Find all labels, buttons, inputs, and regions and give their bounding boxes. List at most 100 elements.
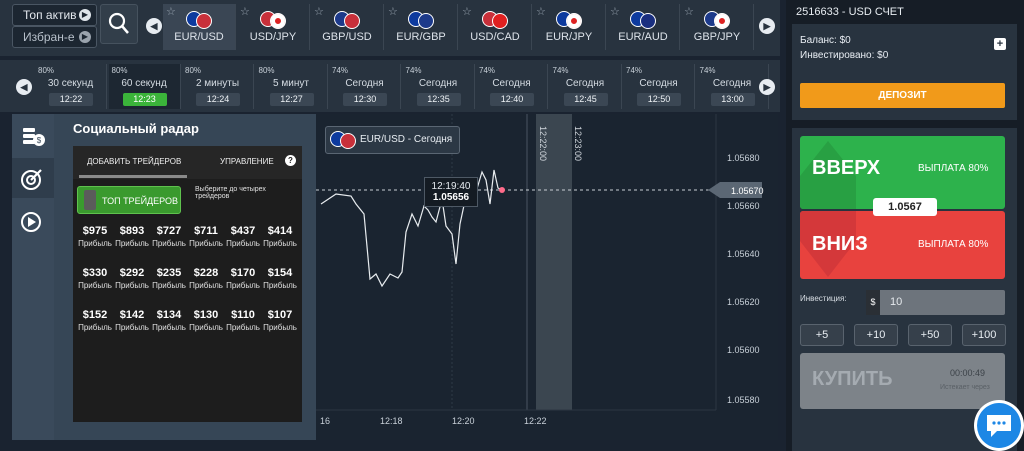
expiry-time: 12:22 [49, 93, 93, 106]
star-icon[interactable]: ☆ [462, 6, 472, 18]
star-icon[interactable]: ☆ [314, 6, 324, 18]
radar-icon[interactable] [12, 158, 54, 198]
expiry-option[interactable]: 80% 2 минуты 12:24 [182, 64, 254, 109]
payout-percent: 74% [332, 66, 349, 75]
expiry-option[interactable]: 74% Сегодня 12:35 [403, 64, 475, 109]
trader-card[interactable]: $437 Прибыль [225, 225, 261, 248]
play-icon: ▶ [79, 9, 91, 21]
chat-button[interactable] [974, 400, 1024, 451]
asset-usd-cad[interactable]: ☆ USD/CAD [459, 4, 532, 50]
profit-label: Прибыль [226, 281, 260, 290]
asset-eur-usd[interactable]: ☆ EUR/USD [163, 4, 236, 50]
asset-eur-aud[interactable]: ☆ EUR/AUD [607, 4, 680, 50]
trader-card[interactable]: $330 Прибыль [77, 267, 113, 290]
quick-amount-button[interactable]: +10 [854, 324, 898, 346]
expiry-label: Истекает через [940, 384, 990, 391]
asset-gbp-jpy[interactable]: ☆ GBP/JPY [681, 4, 754, 50]
buy-button[interactable]: КУПИТЬ 00:00:49 Истекает через [800, 353, 1005, 409]
star-icon[interactable]: ☆ [388, 6, 398, 18]
assets-prev-icon[interactable]: ◀ [146, 18, 162, 34]
vertical-label-2: 12:23:00 [573, 126, 583, 161]
asset-eur-jpy[interactable]: ☆ EUR/JPY [533, 4, 606, 50]
price-chart[interactable]: 1.05680 1.05660 1.05640 1.05620 1.05600 1.055… [316, 114, 778, 440]
expiry-label: Сегодня [712, 78, 752, 89]
trader-card[interactable]: $110 Прибыль [225, 309, 261, 332]
trader-card[interactable]: $235 Прибыль [151, 267, 187, 290]
expiry-option[interactable]: 74% Сегодня 13:00 [697, 64, 769, 109]
tab-add-traders[interactable]: ДОБАВИТЬ ТРЕЙДЕРОВ [87, 157, 182, 166]
trader-card[interactable]: $228 Прибыль [188, 267, 224, 290]
coins-icon[interactable]: $ [12, 116, 54, 156]
asset-label: EUR/JPY [545, 31, 593, 43]
star-icon[interactable]: ☆ [536, 6, 546, 18]
trader-card[interactable]: $893 Прибыль [114, 225, 150, 248]
trader-card[interactable]: $727 Прибыль [151, 225, 187, 248]
order-box: ВВЕРХ ВЫПЛАТА 80% ВНИЗ ВЫПЛАТА 80% 1.056… [792, 128, 1017, 451]
asset-eur-gbp[interactable]: ☆ EUR/GBP [385, 4, 458, 50]
quick-amount-button[interactable]: +100 [962, 324, 1006, 346]
panel-title: Социальный радар [73, 121, 199, 136]
tab-indicator [79, 175, 187, 178]
up-button[interactable]: ВВЕРХ ВЫПЛАТА 80% [800, 136, 1005, 209]
top-traders-toggle[interactable]: ТОП ТРЕЙДЕРОВ [77, 186, 181, 214]
star-icon[interactable]: ☆ [240, 6, 250, 18]
expiry-next-icon[interactable]: ▶ [759, 79, 775, 95]
chart-canvas[interactable]: 1.05680 1.05660 1.05640 1.05620 1.05600 1.055… [316, 114, 778, 440]
add-funds-icon[interactable]: + [994, 38, 1006, 50]
trader-card[interactable]: $975 Прибыль [77, 225, 113, 248]
tab-manage[interactable]: УПРАВЛЕНИЕ [220, 157, 274, 166]
favorites-button[interactable]: Избран-е ▶ [12, 26, 97, 48]
trader-card[interactable]: $414 Прибыль [262, 225, 298, 248]
expiry-option[interactable]: 80% 30 секунд 12:22 [35, 64, 107, 109]
expiry-option[interactable]: 74% Сегодня 12:40 [476, 64, 548, 109]
expiry-option[interactable]: 80% 60 секунд 12:23 [108, 64, 181, 109]
down-arrow-icon [800, 211, 856, 277]
up-payout: ВЫПЛАТА 80% [918, 163, 989, 174]
star-icon[interactable]: ☆ [684, 6, 694, 18]
trader-profit: $170 [230, 267, 256, 279]
y-tick-label: 1.05640 [727, 249, 760, 259]
current-price-marker [708, 182, 762, 198]
expiry-option[interactable]: 74% Сегодня 12:45 [550, 64, 622, 109]
trader-card[interactable]: $154 Прибыль [262, 267, 298, 290]
trader-card[interactable]: $292 Прибыль [114, 267, 150, 290]
quick-amount-button[interactable]: +5 [800, 324, 844, 346]
expiry-option[interactable]: 74% Сегодня 12:50 [623, 64, 695, 109]
expiry-time: 12:24 [196, 93, 240, 106]
asset-usd-jpy[interactable]: ☆ USD/JPY [237, 4, 310, 50]
expiry-option[interactable]: 80% 5 минут 12:27 [256, 64, 328, 109]
down-label: ВНИЗ [812, 233, 868, 255]
quick-amount-button[interactable]: +50 [908, 324, 952, 346]
trader-card[interactable]: $711 Прибыль [188, 225, 224, 248]
top-active-button[interactable]: Топ актив ▶ [12, 4, 97, 26]
trader-card[interactable]: $130 Прибыль [188, 309, 224, 332]
trader-card[interactable]: $152 Прибыль [77, 309, 113, 332]
down-button[interactable]: ВНИЗ ВЫПЛАТА 80% [800, 211, 1005, 279]
expiry-option[interactable]: 74% Сегодня 12:30 [329, 64, 401, 109]
investment-input[interactable]: $ 10 [866, 290, 1005, 315]
asset-label: EUR/USD [174, 31, 224, 43]
trader-profit: $711 [194, 225, 218, 237]
asset-gbp-usd[interactable]: ☆ GBP/USD [311, 4, 384, 50]
search-button[interactable] [100, 4, 138, 44]
cursor-tooltip: 12:19:40 1.05656 [424, 177, 478, 207]
trader-card[interactable]: $134 Прибыль [151, 309, 187, 332]
expiry-label: 60 секунд [121, 78, 167, 89]
trader-card[interactable]: $142 Прибыль [114, 309, 150, 332]
profit-label: Прибыль [189, 239, 223, 248]
assets-next-icon[interactable]: ▶ [759, 18, 775, 34]
play-video-icon[interactable] [12, 202, 54, 242]
profit-label: Прибыль [115, 239, 149, 248]
profit-label: Прибыль [115, 281, 149, 290]
x-tick-label: 16 [320, 416, 330, 426]
payout-percent: 80% [111, 66, 128, 75]
expiry-prev-icon[interactable]: ◀ [16, 79, 32, 95]
star-icon[interactable]: ☆ [610, 6, 620, 18]
trader-card[interactable]: $170 Прибыль [225, 267, 261, 290]
star-icon[interactable]: ☆ [166, 6, 176, 18]
cursor-time: 12:19:40 [431, 181, 471, 192]
help-icon[interactable]: ? [285, 155, 296, 166]
search-icon [108, 12, 129, 34]
deposit-button[interactable]: ДЕПОЗИТ [800, 83, 1005, 108]
trader-card[interactable]: $107 Прибыль [262, 309, 298, 332]
